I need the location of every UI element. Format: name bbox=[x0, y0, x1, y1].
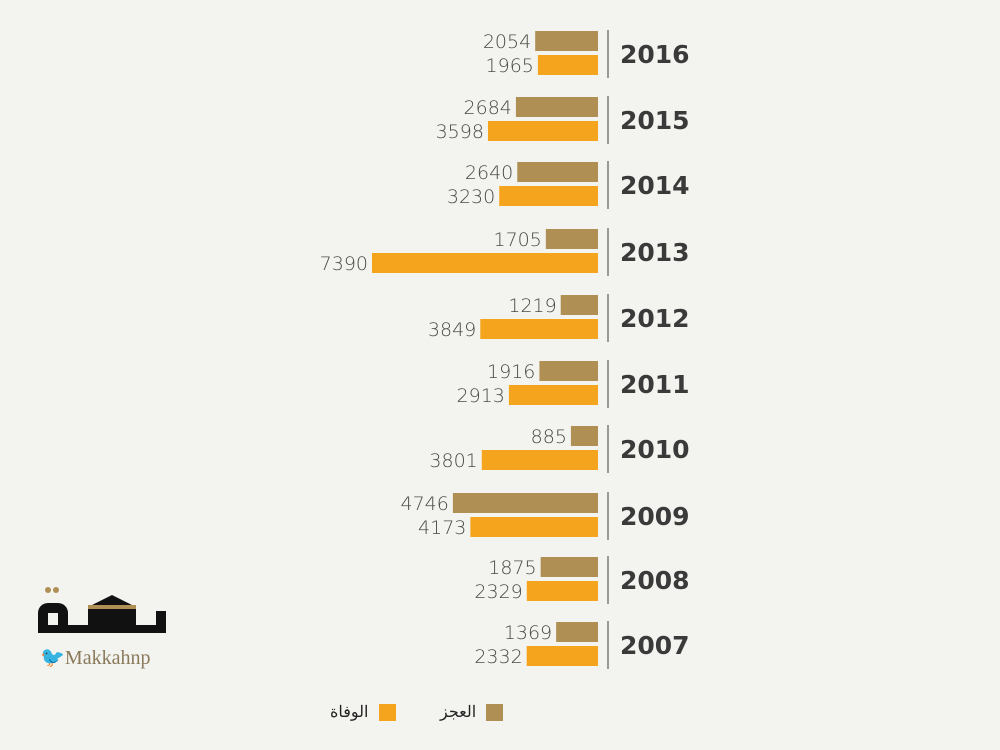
bar-disability bbox=[570, 426, 598, 446]
value-label: 1369 bbox=[504, 622, 552, 644]
legend-item-death: الوفاة bbox=[330, 702, 396, 722]
bar-disability bbox=[535, 31, 598, 51]
value-label: 2332 bbox=[474, 646, 522, 668]
twitter-icon: 🐦 bbox=[40, 647, 65, 669]
bar-disability bbox=[452, 493, 598, 513]
value-label: 3801 bbox=[429, 450, 477, 472]
bar-death bbox=[537, 55, 598, 75]
bar-death bbox=[499, 186, 598, 206]
value-label: 3230 bbox=[447, 186, 495, 208]
value-label: 2054 bbox=[483, 31, 531, 53]
value-label: 4746 bbox=[400, 493, 448, 515]
value-label: 1219 bbox=[508, 295, 556, 317]
value-label: 1705 bbox=[493, 229, 541, 251]
bar-death bbox=[487, 121, 598, 141]
year-label: 2012 bbox=[620, 304, 690, 333]
year-label: 2013 bbox=[620, 238, 690, 267]
bar-death bbox=[470, 517, 598, 537]
bar-disability bbox=[517, 162, 598, 182]
year-label: 2014 bbox=[620, 171, 690, 200]
value-label: 4173 bbox=[418, 517, 466, 539]
legend-swatch-disability bbox=[486, 703, 504, 721]
legend-swatch-death bbox=[378, 703, 396, 721]
bar-death bbox=[526, 581, 598, 601]
bar-death bbox=[508, 385, 598, 405]
value-label: 2684 bbox=[464, 97, 512, 119]
bar-disability bbox=[515, 97, 598, 117]
value-label: 885 bbox=[531, 426, 567, 448]
year-label: 2011 bbox=[620, 370, 690, 399]
value-label: 2640 bbox=[465, 162, 513, 184]
bar-disability bbox=[560, 295, 598, 315]
handle-text: Makkahnp bbox=[64, 647, 151, 669]
legend-label-disability: العجز bbox=[440, 704, 477, 721]
makkah-logo bbox=[38, 587, 166, 633]
value-label: 1875 bbox=[488, 557, 536, 579]
year-label: 2007 bbox=[620, 631, 690, 660]
bar-disability bbox=[545, 229, 598, 249]
legend-item-disability: العجز bbox=[440, 702, 504, 722]
bar-death bbox=[480, 319, 598, 339]
twitter-handle: 🐦Makkahnp bbox=[40, 645, 150, 670]
year-label: 2009 bbox=[620, 502, 690, 531]
year-label: 2015 bbox=[620, 106, 690, 135]
bar-death bbox=[481, 450, 598, 470]
legend-label-death: الوفاة bbox=[330, 704, 369, 721]
bar-death bbox=[526, 646, 598, 666]
value-label: 1916 bbox=[487, 361, 535, 383]
value-label: 7390 bbox=[320, 253, 368, 275]
bar-disability bbox=[556, 622, 598, 642]
value-label: 1965 bbox=[486, 55, 534, 77]
year-label: 2010 bbox=[620, 435, 690, 464]
value-label: 2329 bbox=[474, 581, 522, 603]
year-label: 2008 bbox=[620, 566, 690, 595]
bar-disability bbox=[540, 557, 598, 577]
bar-disability bbox=[539, 361, 598, 381]
value-label: 3598 bbox=[436, 121, 484, 143]
value-label: 2913 bbox=[457, 385, 505, 407]
year-label: 2016 bbox=[620, 40, 690, 69]
bar-death bbox=[372, 253, 598, 273]
value-label: 3849 bbox=[428, 319, 476, 341]
